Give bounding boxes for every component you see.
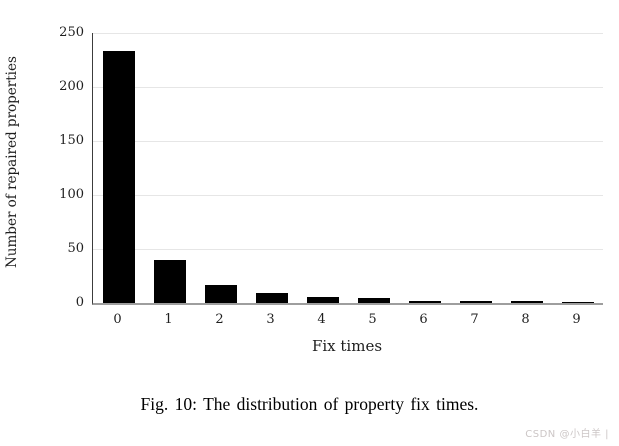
y-tick-label: 150 xyxy=(59,133,84,148)
bar xyxy=(561,302,594,303)
bars xyxy=(93,33,603,303)
bar-column xyxy=(552,33,603,303)
bar xyxy=(102,51,135,303)
bar-column xyxy=(348,33,399,303)
y-tick-label: 0 xyxy=(75,295,84,310)
bar-column xyxy=(246,33,297,303)
gridline xyxy=(93,87,603,88)
y-tick-label: 100 xyxy=(59,187,84,202)
x-tick-label: 3 xyxy=(266,312,275,327)
watermark-text: CSDN @小白羊 | xyxy=(525,429,609,440)
figure-caption: Fig. 10: The distribution of property fi… xyxy=(140,394,479,414)
bar-column xyxy=(93,33,144,303)
plot-area xyxy=(92,33,603,305)
bar xyxy=(255,293,288,303)
bar-column xyxy=(501,33,552,303)
x-tick-labels: 0 1 2 3 4 5 6 7 8 9 xyxy=(92,312,602,327)
bar xyxy=(357,298,390,303)
x-tick-label: 9 xyxy=(572,312,581,327)
x-axis-title: Fix times xyxy=(311,337,383,355)
x-tick-label: 1 xyxy=(164,312,173,327)
bar-column xyxy=(297,33,348,303)
y-axis-title: Number of repaired properties xyxy=(4,56,20,268)
gridline xyxy=(93,141,603,142)
bar-column xyxy=(195,33,246,303)
x-tick-label: 2 xyxy=(215,312,224,327)
bar xyxy=(510,301,543,303)
x-tick-label: 4 xyxy=(317,312,326,327)
bar-column xyxy=(399,33,450,303)
x-tick-label: 8 xyxy=(521,312,530,327)
bar xyxy=(408,301,441,303)
x-tick-label: 0 xyxy=(113,312,122,327)
y-tick-label: 50 xyxy=(67,241,84,256)
y-tick-label: 200 xyxy=(59,79,84,94)
bar xyxy=(153,260,186,303)
bar-column xyxy=(144,33,195,303)
gridline xyxy=(93,249,603,250)
bar-column xyxy=(450,33,501,303)
bar xyxy=(204,285,237,303)
bar xyxy=(306,297,339,303)
y-tick-label: 250 xyxy=(59,25,84,40)
x-tick-label: 5 xyxy=(368,312,377,327)
bar xyxy=(459,301,492,303)
x-tick-label: 6 xyxy=(419,312,428,327)
gridline xyxy=(93,195,603,196)
gridline xyxy=(93,33,603,34)
x-tick-label: 7 xyxy=(470,312,479,327)
